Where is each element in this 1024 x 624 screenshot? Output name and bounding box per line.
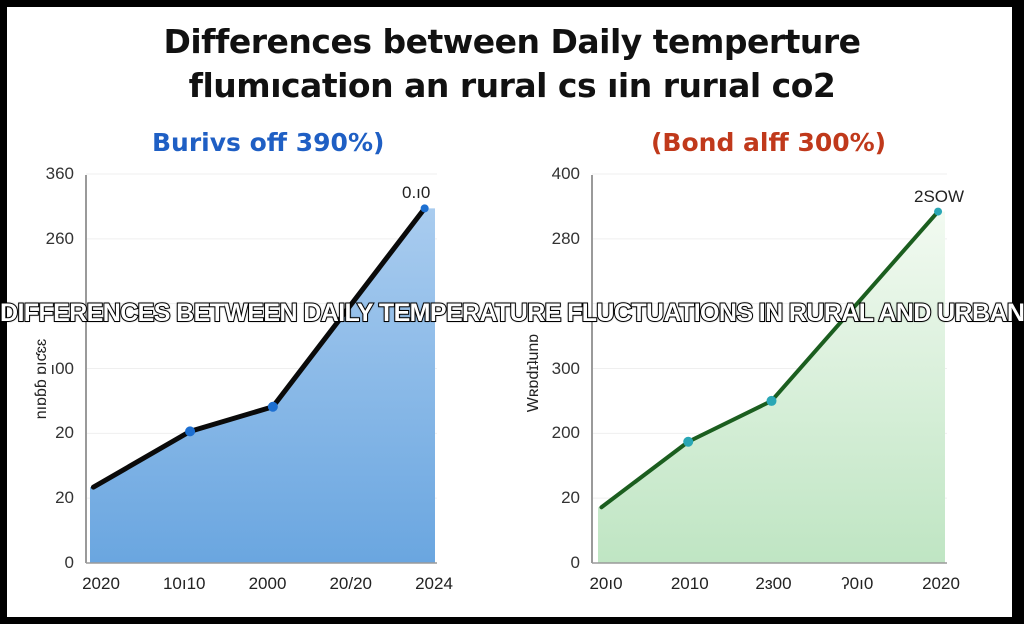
y-tick-label: 0: [64, 553, 74, 572]
y-tick-label: 280: [551, 228, 580, 248]
y-tick-label: 260: [45, 228, 74, 248]
y-tick-label: ı00: [50, 358, 74, 378]
data-point-marker: [185, 426, 196, 437]
y-tick-label: 400: [551, 164, 580, 183]
data-point-marker: [420, 204, 429, 213]
y-tick-label: 20: [55, 423, 74, 443]
right-end-value-label: 2SOW: [914, 187, 965, 206]
right-chart-title: (Bond alff 300%): [651, 128, 887, 157]
x-tick-label: ʔ0ı0: [841, 574, 874, 593]
x-tick-label: 2000: [248, 574, 287, 593]
right-series-line: [599, 209, 941, 510]
overlay-banner-text: DIFFERENCES BETWEEN DAILY TEMPERATURE FL…: [0, 298, 1024, 328]
x-tick-label: 2020: [922, 574, 960, 593]
data-point-marker: [934, 207, 943, 216]
right-data-markers: [683, 207, 943, 447]
left-series-line: [90, 205, 428, 490]
x-tick-label: 10ı10: [162, 574, 206, 593]
left-end-value-label: 0.ı0: [402, 183, 431, 202]
right-area-fill: [598, 211, 945, 563]
right-y-axis-label: Wʀɒdɪʇunɒ: [525, 333, 542, 413]
y-tick-label: 300: [551, 358, 580, 378]
x-tick-label: 2020: [82, 574, 120, 593]
y-tick-label: 360: [45, 164, 74, 183]
data-point-marker: [683, 436, 694, 447]
x-tick-label: 2010: [670, 574, 709, 593]
x-tick-label: 20/20: [329, 574, 373, 593]
figure-title: Differences between Daily temperture flu…: [0, 20, 1024, 108]
data-point-marker: [766, 395, 777, 406]
left-y-axis-label: nıɒɓɓ ɒıƈɛɛ: [33, 338, 50, 420]
left-data-markers: [185, 204, 429, 437]
y-tick-label: 0: [570, 553, 580, 572]
y-tick-label: 20: [561, 488, 580, 508]
left-chart-title: Burivs off 390%): [152, 128, 385, 157]
y-tick-label: 200: [551, 423, 580, 443]
x-tick-label: 2ɜ00: [755, 574, 792, 593]
title-line-2: flumıcation an rural cs ıin rurıal co2: [188, 66, 836, 105]
data-point-marker: [267, 401, 278, 412]
x-tick-label: 2024: [415, 574, 453, 593]
left-area-fill: [90, 208, 435, 563]
y-tick-label: 20: [55, 488, 74, 508]
x-tick-label: 20ı0: [589, 574, 623, 593]
title-line-1: Differences between Daily temperture: [163, 22, 861, 61]
